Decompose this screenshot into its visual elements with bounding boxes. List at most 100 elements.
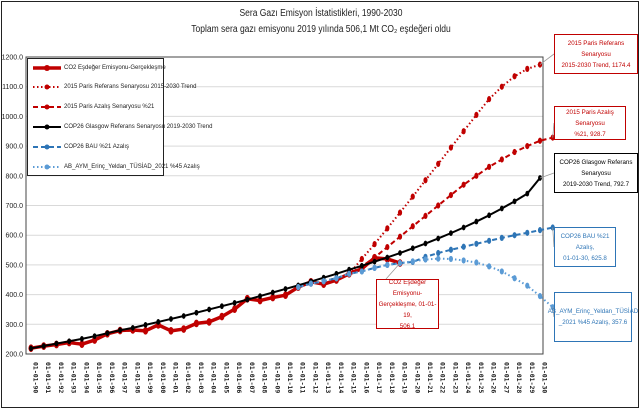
data-point [193, 319, 199, 328]
data-point [207, 306, 212, 313]
data-point [512, 198, 517, 205]
x-tick-label: 01-01-97 [121, 362, 129, 393]
data-point [194, 309, 199, 316]
legend-item-paris-ref[interactable]: 2015 Paris Referans Senaryosu 2015-2030 … [32, 81, 196, 93]
data-point [474, 218, 479, 225]
callout-text-line: COP26 BAU %21 Azalış, [560, 232, 610, 251]
x-tick-label: 01-01-30 [541, 362, 549, 393]
data-point [245, 296, 250, 303]
x-tick-label: 01-01-25 [477, 362, 485, 393]
data-point [334, 270, 339, 277]
callout-leader [552, 122, 555, 138]
data-point [474, 111, 479, 119]
x-tick-label: 01-01-05 [222, 362, 230, 393]
data-point [461, 224, 466, 231]
callout-label: COP26 Glasgow Referans Senaryosu 2019-203… [554, 153, 638, 193]
y-tick-label: 400.0 [5, 292, 23, 299]
data-point [499, 234, 504, 241]
data-point [410, 245, 415, 252]
data-point [423, 212, 428, 220]
callout-text-line: Gerçekleşme, 01-01-19, [378, 300, 437, 319]
legend-swatch-cop26-bau [33, 144, 61, 150]
y-tick-label: 900.0 [5, 144, 23, 151]
x-tick-label: 01-01-03 [197, 362, 205, 393]
legend-label: AB_AYM_Erinç_Yeldan_TÜSİAD_2021 %45 Azal… [64, 164, 200, 170]
x-tick-label: 01-01-91 [44, 362, 52, 393]
data-point [359, 262, 364, 269]
data-point [461, 128, 466, 135]
legend-item-paris-azalis[interactable]: 2015 Paris Azalış Senaryosu %21 [32, 101, 154, 113]
data-point [142, 326, 149, 335]
data-point [461, 257, 466, 264]
data-point [143, 322, 148, 328]
callout-text-line: 01-01-30, 625.8 [563, 254, 607, 262]
y-tick-label: 800.0 [5, 173, 23, 180]
data-point [168, 326, 174, 335]
callout-leader [552, 227, 555, 248]
legend-item-cop26-ref[interactable]: COP26 Glasgow Referans Senaryosu 2019-20… [32, 121, 212, 133]
legend-label: CO2 Eşdeğer Emisyonu-Gerçekleşme [64, 65, 166, 71]
data-point [525, 282, 530, 289]
data-point [372, 240, 377, 248]
callout-text-line: 506.1 [399, 322, 416, 330]
data-point [385, 254, 390, 261]
x-tick-label: 01-01-04 [210, 362, 218, 393]
data-point [347, 270, 352, 277]
x-tick-label: 01-01-23 [451, 362, 459, 393]
x-tick-label: 01-01-18 [388, 362, 396, 393]
data-point [206, 318, 212, 326]
y-tick-label: 500.0 [5, 262, 23, 269]
data-point [423, 240, 428, 247]
legend-label: COP26 BAU %21 Azalış [64, 144, 130, 150]
data-point [181, 313, 186, 319]
data-point [410, 193, 415, 200]
x-tick-label: 01-01-10 [286, 362, 294, 393]
x-tick-label: 01-01-01 [171, 362, 179, 393]
legend-swatch-cop26-ref [33, 124, 61, 130]
callout-text-line: %21, 928.7 [574, 130, 606, 138]
data-point [474, 259, 479, 266]
x-tick-label: 01-01-00 [159, 362, 167, 393]
data-point [105, 330, 110, 337]
x-tick-label: 01-01-99 [146, 362, 154, 393]
data-point [487, 237, 492, 244]
data-point [487, 263, 492, 270]
data-point [512, 73, 517, 80]
chart-title: Sera Gazı Emisyon İstatistikleri, 1990-2… [239, 8, 403, 19]
callout-text-line: 2015 Paris Azalış Senaryosu [566, 108, 614, 127]
callout-text-line: 2015-2030 Trend, 1174.4 [561, 61, 631, 69]
legend-label: 2015 Paris Azalış Senaryosu %21 [64, 104, 155, 110]
x-tick-label: 01-01-13 [324, 362, 332, 393]
legend-label: 2015 Paris Referans Senaryosu 2015-2030 … [64, 84, 197, 90]
x-tick-label: 01-01-98 [133, 362, 141, 393]
x-tick-label: 01-01-27 [502, 362, 510, 393]
data-point [461, 243, 466, 250]
data-point [436, 255, 441, 262]
series-5 [296, 255, 555, 311]
data-point [321, 278, 326, 285]
x-tick-label: 01-01-96 [108, 362, 116, 393]
data-point [436, 249, 441, 257]
data-point [385, 243, 390, 251]
data-point [448, 255, 454, 263]
data-point [474, 172, 479, 179]
x-tick-label: 01-01-11 [299, 362, 307, 393]
y-tick-label: 200.0 [5, 352, 23, 359]
x-tick-label: 01-01-28 [515, 362, 523, 393]
y-tick-label: 1100.0 [2, 84, 23, 91]
data-point [54, 340, 59, 347]
data-point [423, 256, 428, 263]
legend-swatch-paris-azalis [33, 104, 61, 110]
data-point [258, 293, 262, 299]
data-point [359, 255, 364, 263]
x-tick-label: 01-01-06 [235, 362, 243, 393]
legend-item-co2[interactable]: CO2 Eşdeğer Emisyonu-Gerçekleşme [32, 62, 166, 74]
x-tick-label: 01-01-20 [413, 362, 421, 393]
data-point [130, 324, 135, 331]
data-point [474, 240, 479, 247]
data-point [537, 137, 543, 144]
legend-item-ab-aym[interactable]: AB_AYM_Erinç_Yeldan_TÜSİAD_2021 %45 Azal… [32, 161, 200, 173]
legend-item-cop26-bau[interactable]: COP26 BAU %21 Azalış [32, 141, 129, 153]
x-tick-label: 01-01-12 [311, 362, 319, 393]
data-point [487, 96, 492, 103]
